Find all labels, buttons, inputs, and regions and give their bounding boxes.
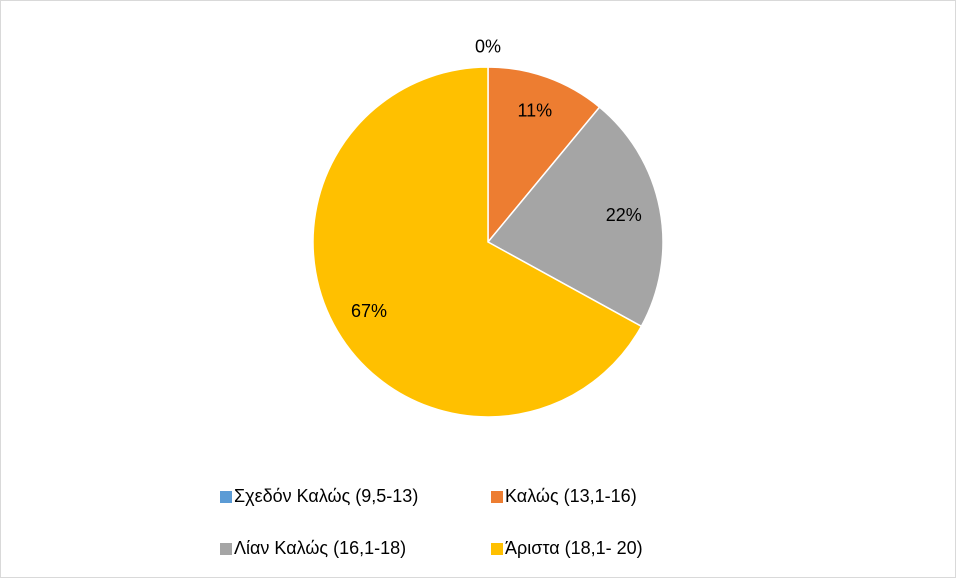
data-label: 22% bbox=[606, 205, 642, 225]
pie-slice bbox=[312, 66, 643, 418]
legend-swatch bbox=[220, 491, 232, 503]
legend-swatch bbox=[220, 543, 232, 555]
legend-label: Καλώς (13,1-16) bbox=[505, 486, 637, 506]
legend-label: Λίαν Καλώς (16,1-18) bbox=[234, 538, 406, 558]
data-label: 11% bbox=[517, 101, 552, 121]
data-label: 0% bbox=[475, 37, 501, 57]
data-label: 67% bbox=[351, 301, 387, 321]
legend-label: Άριστα (18,1- 20) bbox=[505, 538, 643, 558]
legend-swatch bbox=[491, 543, 503, 555]
pie-slice bbox=[486, 106, 664, 328]
legend-swatch bbox=[491, 491, 503, 503]
legend-label: Σχεδόν Καλώς (9,5-13) bbox=[234, 486, 418, 506]
pie-slice bbox=[487, 66, 601, 245]
